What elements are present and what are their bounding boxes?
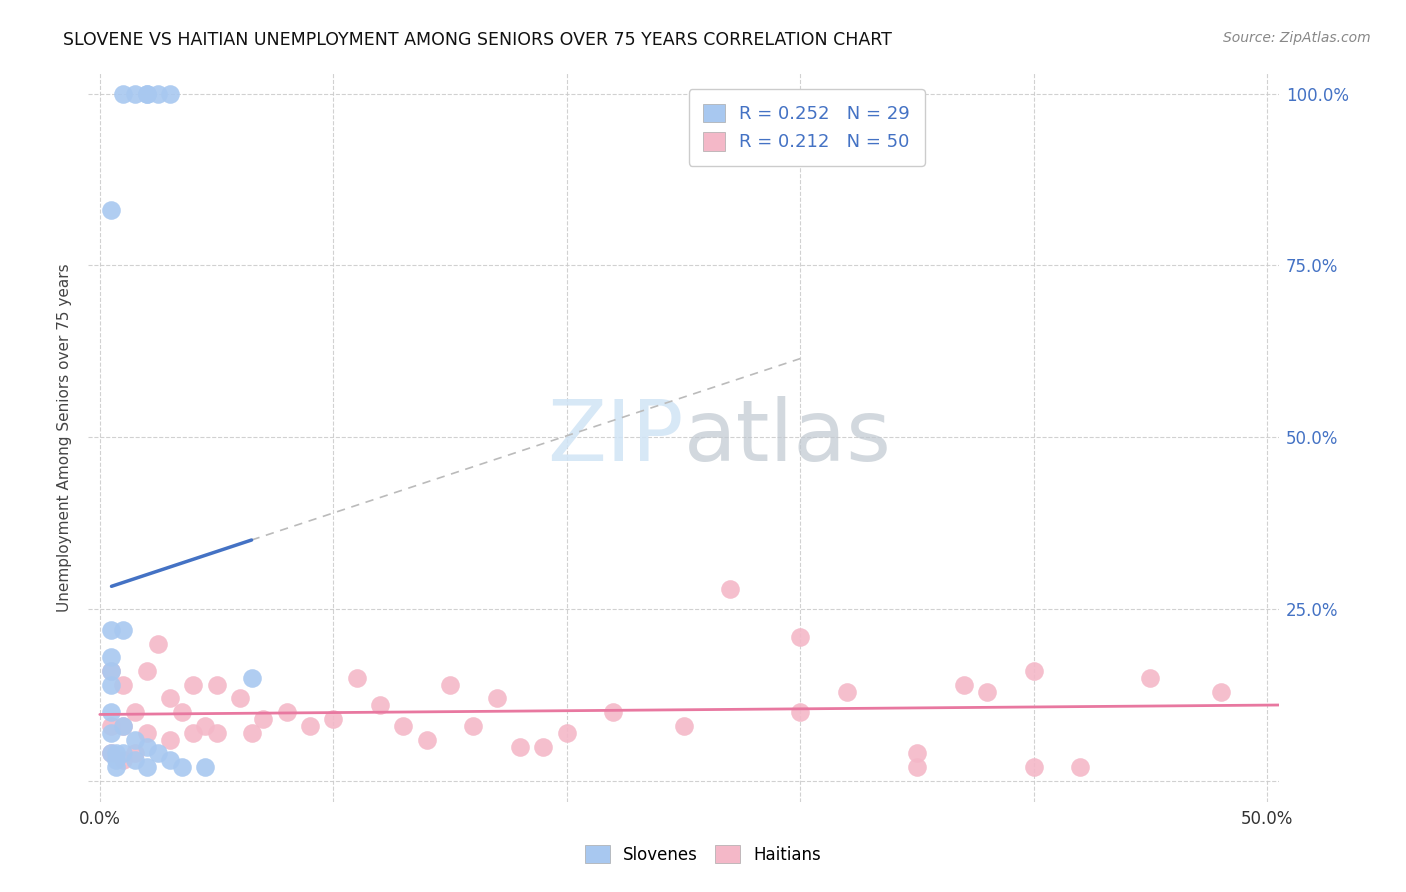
Point [100,623,122,637]
Point [112,719,135,733]
Point [148,747,170,761]
Point [240,671,263,685]
Point [194,760,217,774]
Point [159,87,181,101]
Point [1209,684,1232,698]
Point [170,705,193,719]
Point [112,87,135,101]
Point [135,87,157,101]
Point [789,630,811,644]
Point [229,691,252,706]
Point [124,705,146,719]
Legend: R = 0.252   N = 29, R = 0.212   N = 50: R = 0.252 N = 29, R = 0.212 N = 50 [689,89,925,166]
Point [100,705,122,719]
Point [1069,760,1091,774]
Point [148,636,170,650]
Point [835,684,858,698]
Point [112,719,135,733]
Point [135,664,157,678]
Point [105,753,128,767]
Point [439,678,461,692]
Point [718,582,741,596]
Point [112,747,135,761]
Point [100,650,122,665]
Point [415,732,437,747]
Text: ZIP: ZIP [547,396,683,479]
Point [392,719,415,733]
Point [112,623,135,637]
Point [194,719,217,733]
Point [159,691,181,706]
Point [1139,671,1161,685]
Point [252,712,274,726]
Point [1022,664,1045,678]
Point [905,760,928,774]
Point [905,747,928,761]
Y-axis label: Unemployment Among Seniors over 75 years: Unemployment Among Seniors over 75 years [58,263,72,612]
Point [112,678,135,692]
Point [159,753,181,767]
Point [112,753,135,767]
Point [789,705,811,719]
Point [170,760,193,774]
Point [368,698,391,713]
Point [100,719,122,733]
Point [322,712,344,726]
Point [509,739,531,754]
Point [205,726,228,740]
Point [298,719,321,733]
Point [135,87,157,101]
Point [276,705,298,719]
Point [672,719,695,733]
Point [100,726,122,740]
Point [100,678,122,692]
Point [100,747,122,761]
Point [976,684,998,698]
Point [463,719,485,733]
Point [105,760,128,774]
Point [100,203,122,218]
Text: SLOVENE VS HAITIAN UNEMPLOYMENT AMONG SENIORS OVER 75 YEARS CORRELATION CHART: SLOVENE VS HAITIAN UNEMPLOYMENT AMONG SE… [63,31,893,49]
Point [124,747,146,761]
Point [952,678,974,692]
Point [485,691,508,706]
Text: atlas: atlas [683,396,891,479]
Point [533,739,555,754]
Point [240,726,263,740]
Point [105,747,128,761]
Point [124,753,146,767]
Point [602,705,624,719]
Point [124,87,146,101]
Point [555,726,578,740]
Point [124,732,146,747]
Point [135,726,157,740]
Point [159,732,181,747]
Legend: Slovenes, Haitians: Slovenes, Haitians [578,838,828,871]
Point [181,726,204,740]
Point [205,678,228,692]
Point [135,760,157,774]
Point [100,664,122,678]
Point [181,678,204,692]
Text: Source: ZipAtlas.com: Source: ZipAtlas.com [1223,31,1371,45]
Point [148,87,170,101]
Point [100,664,122,678]
Point [346,671,368,685]
Point [100,747,122,761]
Point [135,739,157,754]
Point [1022,760,1045,774]
